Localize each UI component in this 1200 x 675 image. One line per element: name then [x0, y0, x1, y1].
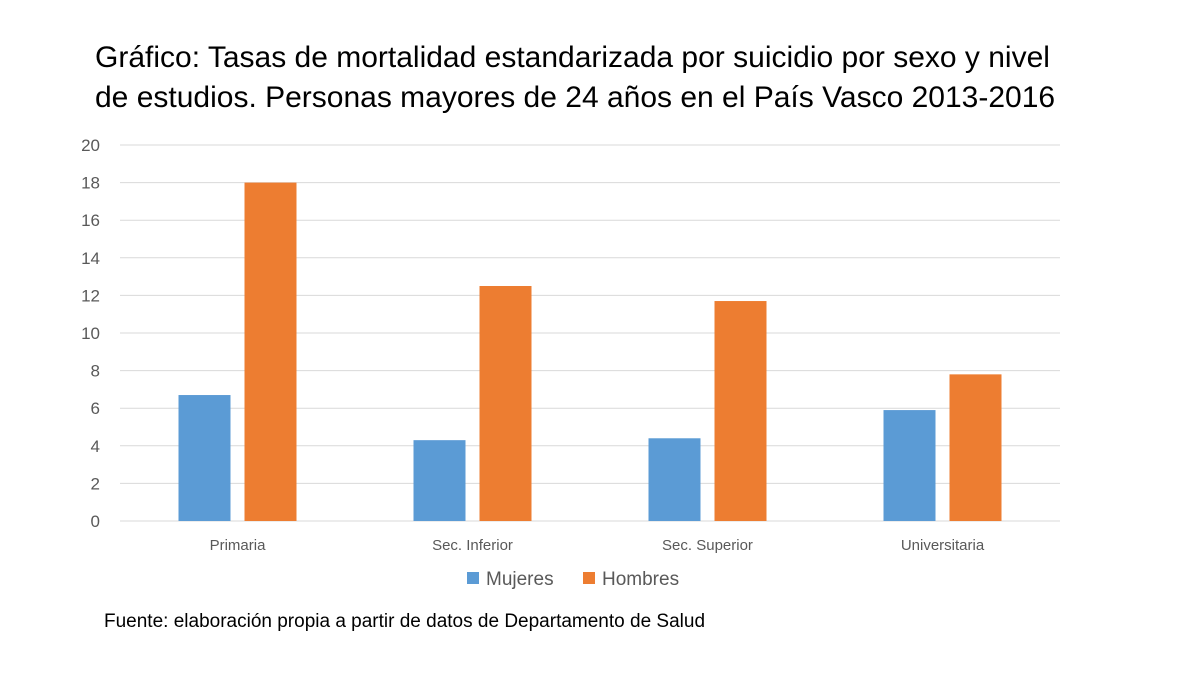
y-tick-label: 18 [81, 174, 100, 193]
bar-hombres-4 [949, 374, 1002, 521]
bar-hombres-3 [714, 301, 767, 521]
legend: Mujeres Hombres [467, 569, 679, 590]
legend-label-mujeres: Mujeres [486, 569, 554, 590]
y-tick-label: 14 [81, 249, 100, 268]
bar-hombres-2 [479, 286, 532, 521]
bar-mujeres-4 [883, 410, 936, 521]
x-category-label: Sec. Superior [662, 537, 753, 554]
y-axis-ticks: 0 2 4 6 8 10 12 14 16 18 20 [81, 136, 100, 531]
y-tick-label: 0 [91, 512, 100, 531]
x-category-label: Sec. Inferior [432, 537, 513, 554]
y-tick-label: 16 [81, 211, 100, 230]
y-tick-label: 6 [91, 399, 100, 418]
y-tick-label: 4 [91, 437, 100, 456]
bar-hombres-1 [244, 182, 297, 521]
y-tick-label: 12 [81, 286, 100, 305]
bar-mujeres-3 [648, 438, 701, 521]
bar-mujeres-1 [178, 395, 231, 521]
bar-mujeres-2 [413, 440, 466, 521]
legend-label-hombres: Hombres [602, 569, 679, 590]
y-tick-label: 20 [81, 136, 100, 155]
chart-title-line-1: Gráfico: Tasas de mortalidad estandariza… [95, 41, 1050, 74]
chart-title-line-2: de estudios. Personas mayores de 24 años… [95, 81, 1056, 114]
x-category-label: Primaria [210, 537, 266, 554]
legend-swatch-mujeres [467, 572, 479, 584]
y-tick-label: 10 [81, 324, 100, 343]
x-category-label: Universitaria [901, 537, 985, 554]
y-tick-label: 8 [91, 362, 100, 381]
legend-swatch-hombres [583, 572, 595, 584]
chart-title: Gráfico: Tasas de mortalidad estandariza… [95, 38, 1175, 118]
x-axis-labels: Primaria Sec. Inferior Sec. Superior Univer… [210, 537, 985, 554]
y-tick-label: 2 [91, 474, 100, 493]
bars [178, 182, 1002, 521]
source-note: Fuente: elaboración propia a partir de d… [104, 611, 706, 632]
